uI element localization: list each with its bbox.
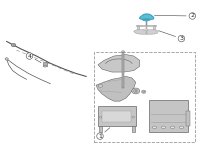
FancyBboxPatch shape [149,100,188,132]
Polygon shape [98,55,140,72]
Polygon shape [143,19,150,21]
Ellipse shape [132,88,140,94]
Ellipse shape [43,65,47,67]
Text: 1: 1 [98,128,110,139]
Bar [146,20,147,25]
Ellipse shape [144,29,148,31]
Ellipse shape [134,89,138,93]
Ellipse shape [171,126,174,129]
Ellipse shape [143,91,145,92]
Text: 2: 2 [154,14,194,19]
Polygon shape [132,126,135,132]
Bar [43,62,47,66]
Ellipse shape [11,44,16,47]
Ellipse shape [153,126,157,129]
Ellipse shape [162,126,166,129]
Polygon shape [140,14,154,20]
Ellipse shape [122,51,125,52]
Polygon shape [134,30,158,34]
Bar [102,111,131,122]
Polygon shape [153,25,155,30]
Ellipse shape [142,90,146,93]
Ellipse shape [99,116,102,118]
Polygon shape [136,25,156,26]
Bar [146,25,147,34]
FancyBboxPatch shape [98,106,136,126]
Text: 3: 3 [159,31,183,41]
Ellipse shape [132,116,134,118]
Text: 4: 4 [27,54,41,63]
Bar [186,111,190,126]
Ellipse shape [5,58,8,60]
Ellipse shape [98,85,103,87]
Ellipse shape [179,126,183,129]
Ellipse shape [135,90,137,92]
Polygon shape [137,25,139,30]
Bar [122,52,124,88]
Polygon shape [99,126,102,132]
Bar [94,52,195,142]
Ellipse shape [13,44,15,46]
Polygon shape [96,76,136,101]
